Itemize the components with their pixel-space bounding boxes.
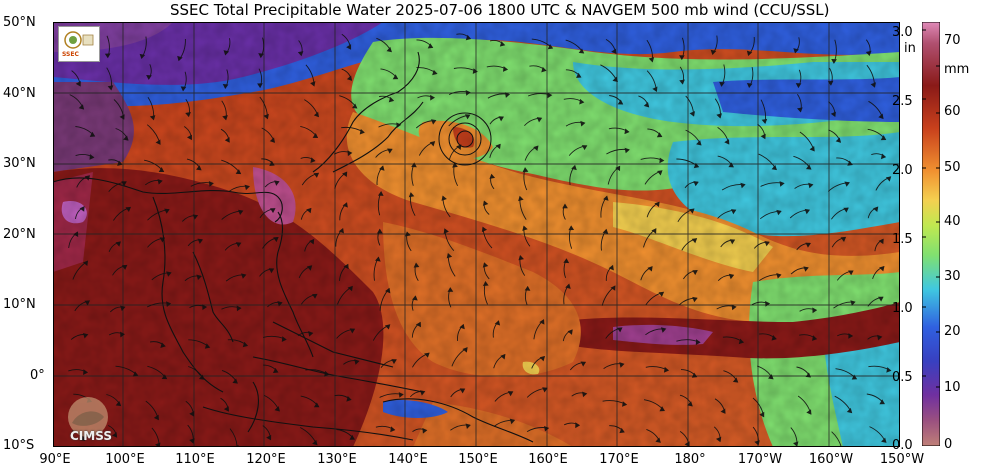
lon-label-150w: 150°W bbox=[879, 452, 925, 467]
lat-label-20n: 20°N bbox=[3, 227, 36, 242]
lon-label-130e: 130°E bbox=[317, 452, 357, 467]
mm-unit-label: mm bbox=[944, 62, 970, 77]
lon-label-120e: 120°E bbox=[246, 452, 286, 467]
lat-label-40n: 40°N bbox=[3, 86, 36, 101]
in-tick-2.0: 2.0 bbox=[892, 163, 913, 178]
mm-tick-60: 60 bbox=[944, 104, 961, 119]
mm-tick-40: 40 bbox=[944, 214, 961, 229]
in-tick-2.5: 2.5 bbox=[892, 94, 913, 109]
lon-label-160e: 160°E bbox=[528, 452, 568, 467]
in-unit-label: in bbox=[904, 41, 916, 56]
in-tick-0.5: 0.5 bbox=[892, 370, 913, 385]
lon-label-140e: 140°E bbox=[388, 452, 428, 467]
lon-label-90e: 90°E bbox=[39, 452, 71, 467]
mm-tick-0: 0 bbox=[944, 437, 953, 452]
lon-label-170w: 170°W bbox=[737, 452, 783, 467]
lon-label-170e: 170°E bbox=[599, 452, 639, 467]
mm-tick-10: 10 bbox=[944, 380, 961, 395]
title-bar: SSEC Total Precipitable Water 2025-07-06… bbox=[0, 0, 1000, 20]
lat-label-50n: 50°N bbox=[3, 15, 36, 30]
lon-label-180: 180° bbox=[674, 452, 706, 467]
lon-label-110e: 110°E bbox=[175, 452, 215, 467]
lat-label-10n: 10°N bbox=[3, 297, 36, 312]
mm-tick-20: 20 bbox=[944, 324, 961, 339]
tpw-map bbox=[53, 22, 900, 447]
lat-label-10s: 10°S bbox=[3, 438, 35, 453]
ssec-logo-text: SSEC bbox=[62, 51, 79, 58]
mm-tick-50: 50 bbox=[944, 160, 961, 175]
in-tick-0.0: 0.0 bbox=[892, 438, 913, 453]
in-tick-1.5: 1.5 bbox=[892, 232, 913, 247]
ssec-logo-icon: SSEC bbox=[58, 26, 100, 62]
colorbar bbox=[922, 22, 940, 446]
lat-label-30n: 30°N bbox=[3, 156, 36, 171]
lon-label-160w: 160°W bbox=[808, 452, 854, 467]
lat-label-0: 0° bbox=[30, 368, 45, 383]
lon-label-150e: 150°E bbox=[458, 452, 498, 467]
mm-tick-70: 70 bbox=[944, 33, 961, 48]
in-tick-3.0: 3.0 bbox=[892, 25, 913, 40]
in-tick-1.0: 1.0 bbox=[892, 301, 913, 316]
mm-tick-30: 30 bbox=[944, 269, 961, 284]
map-title: SSEC Total Precipitable Water 2025-07-06… bbox=[170, 1, 830, 19]
lon-label-100e: 100°E bbox=[105, 452, 145, 467]
cimss-logo-icon: CIMSS bbox=[58, 393, 118, 445]
cimss-logo-text: CIMSS bbox=[70, 429, 112, 443]
